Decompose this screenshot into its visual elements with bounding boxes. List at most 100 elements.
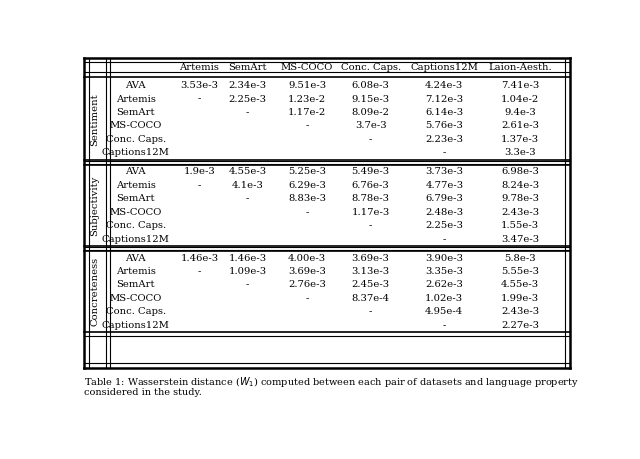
Text: Artemis: Artemis (116, 95, 156, 104)
Text: SemArt: SemArt (228, 63, 267, 72)
Text: Sentiment: Sentiment (90, 93, 99, 146)
Text: SemArt: SemArt (116, 108, 155, 117)
Text: 2.43e-3: 2.43e-3 (501, 308, 540, 316)
Text: Conc. Caps.: Conc. Caps. (106, 135, 166, 144)
Text: Laion-Aesth.: Laion-Aesth. (488, 63, 552, 72)
Text: considered in the study.: considered in the study. (84, 388, 202, 397)
Text: 5.25e-3: 5.25e-3 (288, 167, 326, 176)
Text: 8.83e-3: 8.83e-3 (288, 194, 326, 203)
Text: 9.15e-3: 9.15e-3 (351, 95, 390, 104)
Text: 4.55e-3: 4.55e-3 (501, 280, 540, 290)
Text: 1.17e-2: 1.17e-2 (288, 108, 326, 117)
Text: -: - (305, 122, 308, 130)
Text: Captions12M: Captions12M (102, 321, 170, 330)
Text: 3.69e-3: 3.69e-3 (288, 267, 326, 276)
Text: 4.00e-3: 4.00e-3 (288, 253, 326, 263)
Text: Artemis: Artemis (116, 267, 156, 276)
Text: MS-COCO: MS-COCO (281, 63, 333, 72)
Text: 5.55e-3: 5.55e-3 (501, 267, 540, 276)
Text: 1.23e-2: 1.23e-2 (288, 95, 326, 104)
Text: -: - (443, 148, 446, 157)
Text: 8.37e-4: 8.37e-4 (351, 294, 390, 303)
Text: 5.49e-3: 5.49e-3 (351, 167, 390, 176)
Text: -: - (198, 95, 201, 104)
Text: Captions12M: Captions12M (102, 235, 170, 244)
Text: 9.4e-3: 9.4e-3 (504, 108, 536, 117)
Text: -: - (369, 221, 372, 230)
Text: 9.51e-3: 9.51e-3 (288, 81, 326, 90)
Text: 3.73e-3: 3.73e-3 (425, 167, 463, 176)
Text: 3.47e-3: 3.47e-3 (501, 235, 540, 244)
Text: 2.23e-3: 2.23e-3 (425, 135, 463, 144)
Text: 2.45e-3: 2.45e-3 (351, 280, 390, 290)
Text: 8.24e-3: 8.24e-3 (501, 181, 540, 190)
Text: 3.35e-3: 3.35e-3 (425, 267, 463, 276)
Text: -: - (305, 294, 308, 303)
Text: AVA: AVA (125, 81, 146, 90)
Text: -: - (369, 135, 372, 144)
Text: 1.9e-3: 1.9e-3 (184, 167, 215, 176)
Text: 2.34e-3: 2.34e-3 (228, 81, 266, 90)
Text: 3.3e-3: 3.3e-3 (504, 148, 536, 157)
Text: Captions12M: Captions12M (410, 63, 478, 72)
Text: 7.12e-3: 7.12e-3 (425, 95, 463, 104)
Text: SemArt: SemArt (116, 280, 155, 290)
Text: 6.14e-3: 6.14e-3 (425, 108, 463, 117)
Text: -: - (443, 321, 446, 330)
Text: MS-COCO: MS-COCO (109, 208, 162, 217)
Text: 1.55e-3: 1.55e-3 (501, 221, 540, 230)
Text: 1.02e-3: 1.02e-3 (425, 294, 463, 303)
Text: Conc. Caps.: Conc. Caps. (340, 63, 401, 72)
Text: 1.46e-3: 1.46e-3 (228, 253, 266, 263)
Text: Artemis: Artemis (179, 63, 220, 72)
Text: Subjectivity: Subjectivity (90, 175, 99, 235)
Text: 4.55e-3: 4.55e-3 (228, 167, 266, 176)
Text: -: - (246, 108, 249, 117)
Text: -: - (246, 194, 249, 203)
Text: -: - (198, 181, 201, 190)
Text: 8.09e-2: 8.09e-2 (351, 108, 390, 117)
Text: 3.7e-3: 3.7e-3 (355, 122, 387, 130)
Text: AVA: AVA (125, 253, 146, 263)
Text: 2.25e-3: 2.25e-3 (228, 95, 266, 104)
Text: AVA: AVA (125, 167, 146, 176)
Text: 4.95e-4: 4.95e-4 (425, 308, 463, 316)
Text: MS-COCO: MS-COCO (109, 122, 162, 130)
Text: 3.90e-3: 3.90e-3 (425, 253, 463, 263)
Text: 2.61e-3: 2.61e-3 (501, 122, 540, 130)
Text: 8.78e-3: 8.78e-3 (351, 194, 390, 203)
Text: 1.04e-2: 1.04e-2 (501, 95, 540, 104)
Text: Conc. Caps.: Conc. Caps. (106, 221, 166, 230)
Text: 1.17e-3: 1.17e-3 (351, 208, 390, 217)
Text: 4.77e-3: 4.77e-3 (425, 181, 463, 190)
Text: 6.76e-3: 6.76e-3 (352, 181, 390, 190)
Text: 2.25e-3: 2.25e-3 (425, 221, 463, 230)
Text: 2.43e-3: 2.43e-3 (501, 208, 540, 217)
Text: 1.46e-3: 1.46e-3 (180, 253, 218, 263)
Text: SemArt: SemArt (116, 194, 155, 203)
Text: Captions12M: Captions12M (102, 148, 170, 157)
Text: MS-COCO: MS-COCO (109, 294, 162, 303)
Text: 2.27e-3: 2.27e-3 (501, 321, 540, 330)
Text: -: - (305, 208, 308, 217)
Text: 5.76e-3: 5.76e-3 (426, 122, 463, 130)
Text: -: - (369, 308, 372, 316)
Text: 6.29e-3: 6.29e-3 (288, 181, 326, 190)
Text: 1.99e-3: 1.99e-3 (501, 294, 540, 303)
Text: 4.24e-3: 4.24e-3 (425, 81, 463, 90)
Text: 5.8e-3: 5.8e-3 (504, 253, 536, 263)
Text: -: - (443, 235, 446, 244)
Text: 4.1e-3: 4.1e-3 (232, 181, 263, 190)
Text: Concreteness: Concreteness (90, 257, 99, 326)
Text: 2.62e-3: 2.62e-3 (426, 280, 463, 290)
Text: Conc. Caps.: Conc. Caps. (106, 308, 166, 316)
Text: Table 1: Wasserstein distance ($W_1$) computed between each pair of datasets and: Table 1: Wasserstein distance ($W_1$) co… (84, 375, 579, 389)
Text: 6.79e-3: 6.79e-3 (426, 194, 463, 203)
Text: 3.69e-3: 3.69e-3 (352, 253, 390, 263)
Text: 7.41e-3: 7.41e-3 (501, 81, 540, 90)
Text: -: - (246, 280, 249, 290)
Text: 3.13e-3: 3.13e-3 (351, 267, 390, 276)
Text: Artemis: Artemis (116, 181, 156, 190)
Text: 1.09e-3: 1.09e-3 (228, 267, 266, 276)
Text: 6.08e-3: 6.08e-3 (352, 81, 390, 90)
